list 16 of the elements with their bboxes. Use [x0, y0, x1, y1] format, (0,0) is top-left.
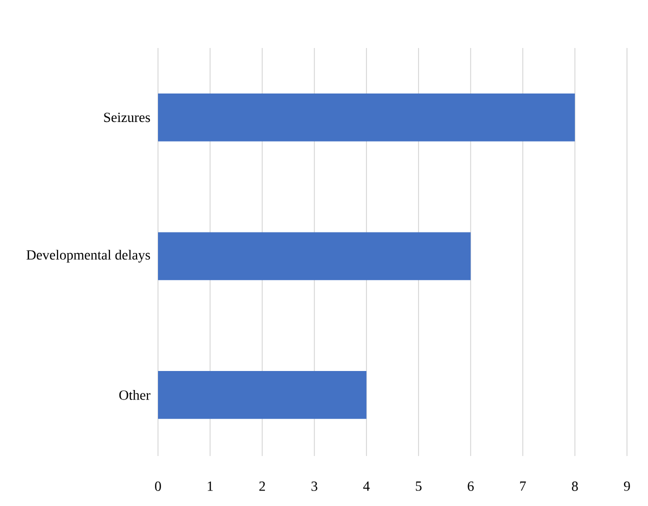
x-tick-label: 1: [208, 482, 213, 491]
bar: [158, 93, 575, 142]
y-tick-label: Developmental delays: [26, 250, 150, 263]
x-tick-label: 0: [155, 482, 161, 491]
bar: [158, 232, 471, 280]
x-tick-label: 4: [363, 482, 370, 491]
x-tick-label: 7: [520, 482, 526, 491]
x-tick-label: 2: [259, 482, 265, 491]
x-tick-label: 3: [312, 482, 318, 491]
x-tick-label: 8: [572, 482, 578, 491]
y-tick-label: Other: [119, 390, 150, 400]
x-tick-label: 5: [416, 482, 422, 491]
bar: [158, 371, 366, 419]
x-tick-label: 6: [468, 482, 474, 491]
x-tick-label: 9: [624, 482, 630, 491]
y-tick-label: Seizures: [104, 112, 150, 122]
